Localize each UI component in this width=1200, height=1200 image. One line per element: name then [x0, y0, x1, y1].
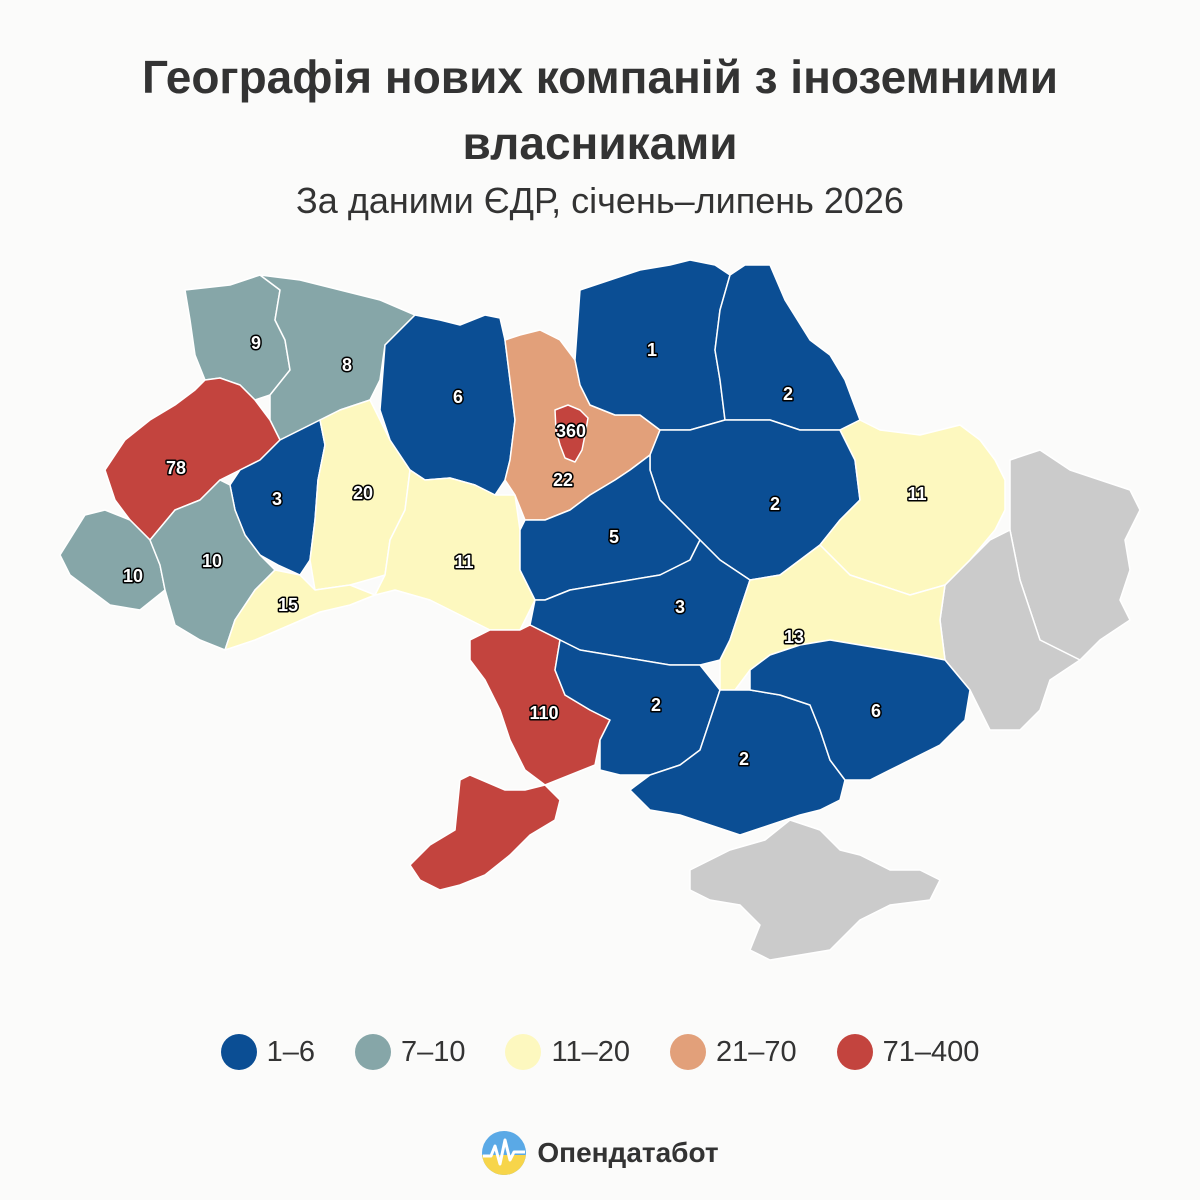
- region-value-cherkasy: 5: [609, 527, 619, 547]
- region-value-kyiv-oblast: 22: [553, 470, 573, 490]
- region-value-mykolaiv: 2: [651, 695, 661, 715]
- legend-item-21-70: 21–70: [669, 1034, 797, 1070]
- region-zhytomyr: [379, 314, 516, 496]
- region-value-zhytomyr: 6: [453, 387, 463, 407]
- legend-item-71-400: 71–400: [836, 1034, 980, 1070]
- region-value-ivano-frankivsk: 10: [202, 551, 222, 571]
- legend-label: 7–10: [400, 1035, 466, 1068]
- legend-item-11-20: 11–20: [505, 1034, 630, 1070]
- region-value-kirovohrad: 3: [675, 597, 685, 617]
- legend-label: 21–70: [715, 1035, 797, 1068]
- legend-item-7-10: 7–10: [354, 1034, 466, 1070]
- legend-label: 11–20: [551, 1035, 630, 1068]
- region-kharkiv: [819, 419, 1006, 596]
- region-zakarpattia: [59, 509, 166, 611]
- region-sumy: [714, 264, 861, 431]
- region-value-sumy: 2: [783, 384, 793, 404]
- region-volyn: [184, 274, 291, 401]
- map-subtitle: За даними ЄДР, січень–липень 2026: [296, 180, 904, 221]
- region-value-kyiv-city: 360: [556, 421, 586, 441]
- legend-swatch: [669, 1034, 706, 1070]
- region-value-volyn: 9: [251, 333, 261, 353]
- region-value-dnipro: 13: [784, 627, 804, 647]
- region-zaporizhzhia: [749, 639, 971, 781]
- region-value-chernivtsi: 15: [278, 595, 298, 615]
- region-value-zaporizhzhia: 6: [871, 701, 881, 721]
- region-kyiv-city: [554, 404, 589, 463]
- brand-footer: Опендатабот: [0, 1130, 1200, 1176]
- region-value-khmelnytskyi: 20: [353, 483, 373, 503]
- region-value-chernihiv: 1: [647, 340, 657, 360]
- region-value-lviv: 78: [166, 458, 186, 478]
- legend-swatch: [836, 1034, 873, 1070]
- region-value-vinnytsia: 11: [454, 552, 473, 572]
- legend-label: 1–6: [266, 1035, 315, 1068]
- region-crimea: [689, 819, 941, 961]
- legend-label: 71–400: [882, 1035, 980, 1068]
- region-value-odesa-north: 110: [529, 703, 558, 723]
- region-odesa-south: [409, 774, 561, 891]
- legend-item-1-6: 1–6: [220, 1034, 315, 1070]
- region-value-ternopil: 3: [272, 489, 282, 509]
- opendatabot-logo-icon: [482, 1131, 527, 1175]
- brand-name: Опендатабот: [537, 1137, 719, 1168]
- region-value-poltava: 2: [770, 494, 780, 514]
- legend-swatch: [220, 1034, 257, 1070]
- map-title: Географія нових компаній з іноземними вл…: [142, 51, 1058, 169]
- region-chernivtsi: [224, 569, 376, 651]
- region-value-zakarpattia: 10: [123, 566, 143, 586]
- region-kherson: [629, 689, 846, 836]
- region-value-kherson: 2: [739, 749, 749, 769]
- region-value-kharkiv: 11: [907, 484, 926, 504]
- legend-swatch: [505, 1034, 542, 1070]
- map-legend: 1–6 7–10 11–20 21–70 71–400: [0, 1034, 1200, 1070]
- region-value-rivne: 8: [342, 355, 352, 375]
- legend-swatch: [354, 1034, 391, 1070]
